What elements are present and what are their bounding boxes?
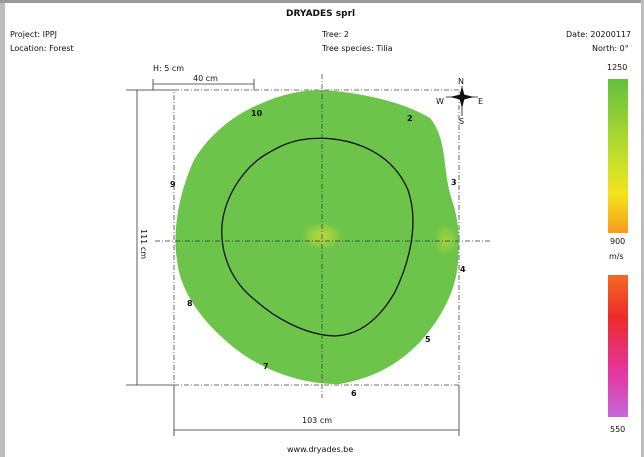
compass-w: W bbox=[436, 97, 444, 106]
window-frame-right bbox=[641, 0, 644, 457]
window-frame-top bbox=[0, 0, 644, 3]
compass-n: N bbox=[458, 77, 464, 86]
scale-mid-label: 900 bbox=[610, 237, 625, 246]
side-length-label: 111 cm bbox=[139, 229, 148, 259]
scale-max-label: 1250 bbox=[607, 63, 627, 72]
footer-website[interactable]: www.dryades.be bbox=[287, 445, 354, 454]
compass-e: E bbox=[478, 97, 483, 106]
species-label: Tree species: Tilia bbox=[322, 44, 393, 53]
bottom-width-dimension bbox=[173, 385, 460, 436]
edge-zone bbox=[432, 222, 460, 258]
sensor-point-4: 5 bbox=[425, 335, 431, 344]
side-dimension bbox=[126, 89, 174, 386]
top-width-dimension bbox=[152, 79, 255, 90]
top-width-label: 40 cm bbox=[193, 74, 218, 83]
company-title: DRYADES sprl bbox=[286, 9, 356, 19]
velocity-scale-upper bbox=[608, 79, 628, 233]
sensor-point-1: 2 bbox=[407, 114, 413, 123]
sensor-point-9: 10 bbox=[251, 109, 263, 118]
window-frame-left bbox=[0, 0, 5, 457]
project-label: Project: IPPJ bbox=[10, 30, 57, 39]
tree-label: Tree: 2 bbox=[322, 30, 349, 39]
compass-s: S bbox=[459, 117, 464, 126]
north-label: North: 0° bbox=[592, 44, 629, 53]
location-label: Location: Forest bbox=[10, 44, 74, 53]
scale-min-label: 550 bbox=[610, 425, 625, 434]
inner-contour bbox=[221, 137, 414, 337]
sensor-point-2: 3 bbox=[451, 178, 457, 187]
scale-unit-label: m/s bbox=[609, 252, 624, 261]
velocity-scale-lower bbox=[608, 275, 628, 417]
bottom-width-label: 103 cm bbox=[302, 416, 332, 425]
sensor-point-3: 4 bbox=[460, 265, 466, 274]
sensor-point-7: 8 bbox=[187, 299, 193, 308]
height-label: H: 5 cm bbox=[153, 64, 184, 73]
date-label: Date: 20200117 bbox=[566, 30, 632, 39]
sensor-point-8: 9 bbox=[170, 180, 176, 189]
sensor-point-6: 7 bbox=[263, 362, 269, 371]
sensor-point-5: 6 bbox=[351, 389, 357, 398]
compass-icon bbox=[446, 86, 478, 116]
